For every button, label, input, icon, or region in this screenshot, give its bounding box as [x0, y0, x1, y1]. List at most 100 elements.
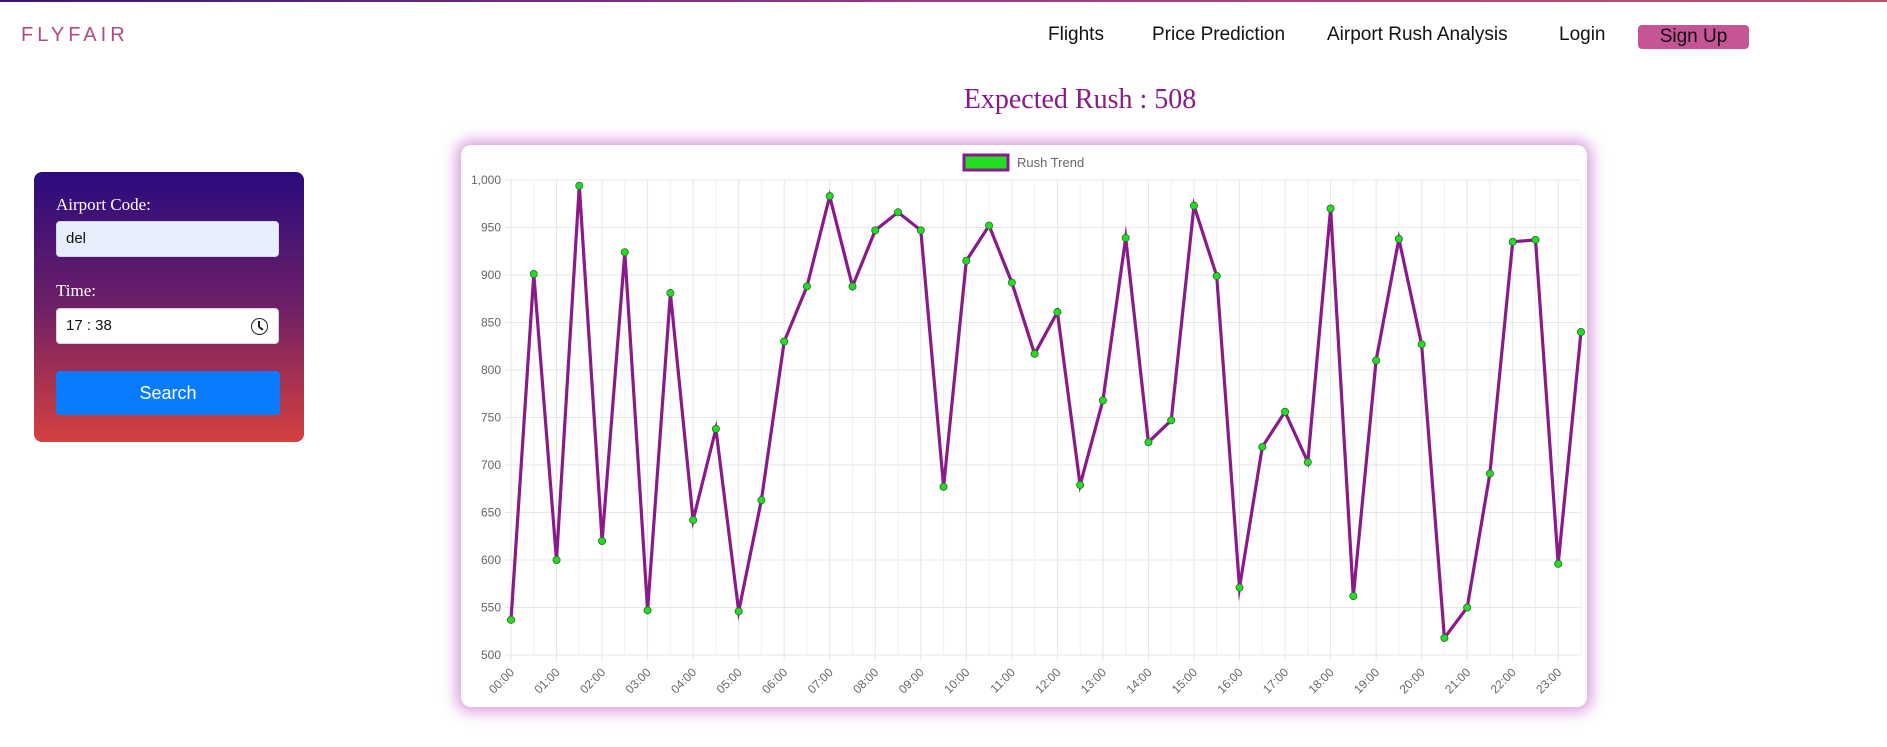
data-point: [1167, 416, 1176, 425]
data-point: [985, 221, 994, 230]
data-point: [1235, 583, 1244, 592]
x-tick-label: 18:00: [1306, 665, 1337, 696]
y-tick-label: 950: [481, 221, 501, 235]
data-point: [1189, 201, 1198, 210]
data-point: [1372, 356, 1381, 365]
data-point: [757, 496, 766, 505]
data-point: [1463, 603, 1472, 612]
data-point: [780, 337, 789, 346]
data-point: [939, 482, 948, 491]
time-input[interactable]: 17 : 38: [56, 308, 279, 344]
data-point: [1030, 349, 1039, 358]
x-tick-label: 08:00: [850, 665, 881, 696]
x-tick-label: 12:00: [1032, 665, 1063, 696]
data-point: [507, 615, 516, 624]
data-point: [1531, 235, 1540, 244]
data-point: [1144, 438, 1153, 447]
search-button[interactable]: Search: [56, 371, 280, 415]
data-point: [666, 289, 675, 298]
nav-airport-rush-analysis[interactable]: Airport Rush Analysis: [1327, 24, 1508, 45]
x-tick-label: 11:00: [987, 665, 1018, 696]
y-tick-label: 600: [481, 553, 501, 567]
expected-rush-headline: Expected Rush : 508: [963, 84, 1197, 115]
y-tick-label: 850: [481, 316, 501, 330]
data-point: [1098, 396, 1107, 405]
y-tick-label: 1,000: [471, 173, 501, 187]
x-tick-label: 00:00: [486, 665, 517, 696]
clock-icon[interactable]: [251, 318, 268, 335]
rush-chart-card: 1,000 950 900 850 800 750 700 650 600 550 500 00:00…: [461, 145, 1587, 707]
data-point: [1281, 407, 1290, 416]
x-tick-label: 21:00: [1442, 665, 1473, 696]
data-point: [1303, 458, 1312, 467]
data-point: [825, 192, 834, 201]
airport-code-label: Airport Code:: [56, 195, 151, 214]
brand-logo[interactable]: FLYFAIR: [21, 24, 129, 46]
data-point: [734, 607, 743, 616]
y-tick-label: 900: [481, 268, 501, 282]
data-point: [1053, 308, 1062, 317]
data-point: [1212, 271, 1221, 280]
data-point: [643, 606, 652, 615]
data-point: [1007, 278, 1016, 287]
x-tick-label: 22:00: [1488, 665, 1519, 696]
y-tick-label: 700: [481, 458, 501, 472]
x-tick-label: 23:00: [1533, 665, 1564, 696]
x-tick-label: 03:00: [623, 665, 654, 696]
data-point: [1440, 633, 1449, 642]
x-tick-label: 20:00: [1397, 665, 1428, 696]
airport-code-input[interactable]: del: [56, 221, 279, 257]
data-point: [552, 555, 561, 564]
x-tick-label: 07:00: [805, 665, 836, 696]
data-point: [529, 270, 538, 279]
y-tick-label: 800: [481, 363, 501, 377]
x-tick-label: 16:00: [1214, 665, 1245, 696]
data-point: [689, 516, 698, 525]
data-point: [1076, 480, 1085, 489]
nav-login[interactable]: Login: [1559, 24, 1606, 45]
data-point: [1508, 237, 1517, 246]
data-point: [620, 248, 629, 257]
legend-label: Rush Trend: [1017, 155, 1084, 170]
data-point: [1326, 204, 1335, 213]
nav-flights[interactable]: Flights: [1048, 24, 1104, 45]
data-point: [1554, 559, 1563, 568]
top-accent-line: [0, 0, 1887, 2]
x-tick-label: 04:00: [668, 665, 699, 696]
data-point: [1577, 327, 1586, 336]
x-tick-label: 06:00: [759, 665, 790, 696]
data-point: [802, 282, 811, 291]
y-tick-label: 750: [481, 411, 501, 425]
x-tick-label: 15:00: [1169, 665, 1200, 696]
signup-button[interactable]: Sign Up: [1638, 25, 1749, 49]
x-tick-label: 10:00: [941, 665, 972, 696]
data-point: [916, 226, 925, 235]
legend-swatch: [962, 153, 1010, 172]
data-point: [598, 536, 607, 545]
y-tick-label: 550: [481, 601, 501, 615]
data-point: [871, 226, 880, 235]
data-point: [848, 282, 857, 291]
series-line-rush-trend: [509, 185, 1583, 643]
data-point: [575, 181, 584, 190]
x-tick-label: 09:00: [896, 665, 927, 696]
y-tick-label: 650: [481, 506, 501, 520]
data-point: [962, 256, 971, 265]
x-tick-label: 14:00: [1123, 665, 1154, 696]
data-point: [894, 208, 903, 217]
data-point: [1349, 592, 1358, 601]
data-point: [1121, 233, 1130, 242]
x-tick-label: 02:00: [577, 665, 608, 696]
data-point: [1394, 234, 1403, 243]
search-panel: Airport Code: del Time: 17 : 38 Search: [34, 172, 304, 442]
x-tick-label: 01:00: [532, 665, 563, 696]
x-tick-label: 17:00: [1260, 665, 1291, 696]
x-tick-label: 05:00: [714, 665, 745, 696]
data-point: [1417, 340, 1426, 349]
data-point: [711, 424, 720, 433]
time-value: 17 : 38: [66, 317, 112, 334]
nav-price-prediction[interactable]: Price Prediction: [1152, 24, 1286, 45]
y-tick-label: 500: [481, 648, 501, 662]
rush-trend-chart: 1,000 950 900 850 800 750 700 650 600 550 500 00:00…: [471, 153, 1586, 696]
time-label: Time:: [56, 281, 97, 300]
